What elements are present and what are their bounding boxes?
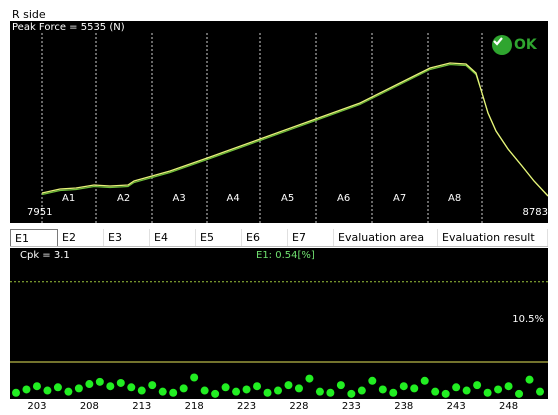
- x-tick-label: 208: [79, 401, 99, 412]
- ok-status-badge: OK: [492, 35, 537, 55]
- data-point: [158, 387, 167, 396]
- panel-title: R side: [12, 8, 46, 21]
- data-point: [179, 384, 188, 393]
- area-label-a6: A6: [337, 193, 351, 204]
- area-label-a1: A1: [62, 193, 76, 204]
- data-point: [368, 376, 377, 385]
- tab-evaluation-result[interactable]: Evaluation result: [438, 229, 548, 246]
- tab-e4[interactable]: E4: [150, 229, 196, 246]
- x-tick-label: 218: [184, 401, 204, 412]
- upper-limit-label: 10.5%: [512, 314, 544, 325]
- data-point: [43, 386, 52, 395]
- data-point: [504, 382, 513, 391]
- data-point: [515, 389, 524, 398]
- data-point: [536, 387, 544, 396]
- data-point: [284, 381, 293, 390]
- x-tick-label: 243: [446, 401, 466, 412]
- data-point: [462, 386, 471, 395]
- data-point: [494, 385, 503, 394]
- x-tick-label: 213: [132, 401, 152, 412]
- data-point: [211, 389, 220, 398]
- check-circle-icon: [492, 35, 512, 55]
- x-tick-label: 223: [237, 401, 257, 412]
- evaluation-tab-bar: E1 E2 E3 E4 E5 E6 E7 Evaluation area Evaluation …: [10, 229, 548, 247]
- data-point: [441, 389, 450, 398]
- data-point: [106, 382, 115, 391]
- data-point: [452, 383, 461, 392]
- tab-e3[interactable]: E3: [104, 229, 150, 246]
- data-point: [200, 386, 209, 395]
- force-waveform-chart: Peak Force = 5535 (N) 7951 8783 A1 A2 A3 A4…: [10, 21, 548, 223]
- data-point: [232, 387, 241, 396]
- area-label-a7: A7: [393, 193, 407, 204]
- data-point: [347, 389, 356, 398]
- tab-e2[interactable]: E2: [58, 229, 104, 246]
- data-point: [32, 382, 41, 391]
- tab-e1[interactable]: E1: [10, 229, 58, 246]
- data-point: [473, 381, 482, 390]
- data-point: [116, 378, 125, 387]
- data-point: [127, 383, 136, 392]
- data-point: [326, 388, 335, 397]
- series-label: E1: 0.54[%]: [256, 250, 315, 261]
- tab-e6[interactable]: E6: [242, 229, 288, 246]
- data-point: [53, 383, 62, 392]
- x-tick-label: 228: [289, 401, 309, 412]
- data-point: [410, 384, 419, 393]
- data-point: [525, 375, 534, 384]
- force-curve-secondary: [41, 63, 548, 197]
- data-point: [399, 382, 408, 391]
- data-point: [64, 387, 73, 396]
- data-point: [74, 384, 83, 393]
- data-point: [336, 381, 345, 390]
- data-point: [305, 374, 314, 383]
- data-point: [242, 385, 251, 394]
- ok-status-text: OK: [514, 37, 537, 53]
- waveform-canvas: [41, 33, 548, 223]
- tab-e7[interactable]: E7: [288, 229, 334, 246]
- x-tick-label: 248: [499, 401, 519, 412]
- data-point: [148, 381, 157, 390]
- data-point: [357, 386, 366, 395]
- force-curve: [41, 62, 548, 197]
- data-point: [253, 382, 262, 391]
- data-point: [483, 388, 492, 397]
- tab-evaluation-area[interactable]: Evaluation area: [334, 229, 438, 246]
- scatter-canvas: [10, 281, 548, 398]
- cpk-label: Cpk = 3.1: [20, 250, 70, 261]
- data-point: [294, 384, 303, 393]
- data-point: [274, 386, 282, 395]
- x-axis-tick-labels: 203 208 213 218 223 228 233 238 243 248: [10, 401, 548, 415]
- end-value-label: 8783: [522, 207, 548, 218]
- area-label-a2: A2: [117, 193, 131, 204]
- data-point: [22, 385, 31, 394]
- x-tick-label: 233: [341, 401, 361, 412]
- x-tick-label: 238: [394, 401, 414, 412]
- data-point: [389, 388, 398, 397]
- data-point: [420, 376, 429, 385]
- data-point: [263, 388, 272, 397]
- data-point: [315, 387, 324, 396]
- x-tick-label: 203: [27, 401, 47, 412]
- area-label-a3: A3: [172, 193, 186, 204]
- data-point: [221, 383, 230, 392]
- data-point: [12, 388, 20, 397]
- peak-force-label: Peak Force = 5535 (N): [12, 22, 125, 33]
- evaluation-scatter-chart: Cpk = 3.1 E1: 0.54[%] 10.5%: [10, 248, 548, 399]
- data-point: [378, 385, 387, 394]
- data-point: [85, 380, 94, 389]
- data-point: [95, 377, 104, 386]
- area-label-a4: A4: [226, 193, 240, 204]
- data-point: [137, 386, 146, 395]
- area-label-a5: A5: [281, 193, 295, 204]
- data-point: [431, 387, 440, 396]
- start-value-label: 7951: [27, 207, 53, 218]
- data-point: [190, 373, 199, 382]
- tab-e5[interactable]: E5: [196, 229, 242, 246]
- area-label-a8: A8: [448, 193, 462, 204]
- data-point: [169, 388, 178, 397]
